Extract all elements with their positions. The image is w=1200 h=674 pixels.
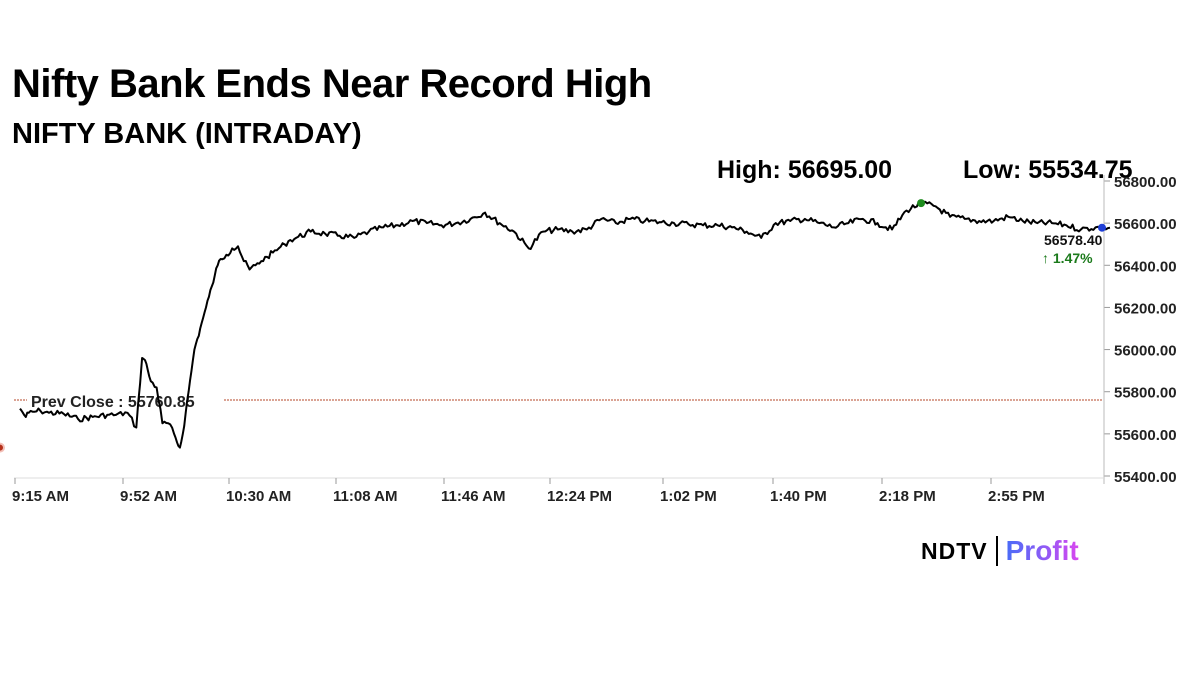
x-tick-label: 9:15 AM — [12, 488, 69, 505]
headline: Nifty Bank Ends Near Record High — [12, 62, 652, 106]
high-point-marker — [917, 199, 926, 208]
day-high-label: High: 56695.00 — [717, 156, 893, 184]
chart-subtitle: NIFTY BANK (INTRADAY) — [12, 118, 362, 150]
logo-divider — [995, 536, 998, 566]
y-tick-label: 55600.00 — [1114, 427, 1177, 444]
y-axis: 55400.00 55600.00 55800.00 56000.00 56200.00… — [1103, 174, 1177, 486]
y-tick-label: 56000.00 — [1114, 343, 1177, 360]
last-price-label: 56578.40 — [1044, 232, 1103, 248]
y-tick-label: 56400.00 — [1114, 258, 1177, 275]
x-tick-label: 10:30 AM — [226, 488, 291, 505]
x-tick-label: 2:18 PM — [879, 488, 936, 505]
y-tick-label: 55800.00 — [1114, 385, 1177, 402]
y-tick-label: 56200.00 — [1114, 300, 1177, 317]
x-tick-label: 1:02 PM — [660, 488, 717, 505]
prev-close-label: Prev Close : 55760.85 — [31, 394, 195, 411]
y-tick-label: 56800.00 — [1114, 174, 1177, 191]
x-tick-label: 2:55 PM — [988, 488, 1045, 505]
low-point-marker — [0, 442, 5, 453]
change-percent-label: ↑ 1.47% — [1042, 250, 1093, 266]
logo-ndtv-text: NDTV — [921, 537, 988, 564]
prev-close-label-bg — [27, 389, 224, 411]
x-tick-label: 11:46 AM — [441, 488, 505, 505]
y-tick-label: 56600.00 — [1114, 216, 1177, 233]
x-tick-label: 12:24 PM — [547, 488, 612, 505]
x-axis: 9:15 AM 9:52 AM 10:30 AM 11:08 AM 11:46 AM 12… — [12, 477, 1104, 505]
x-tick-label: 1:40 PM — [770, 488, 827, 505]
x-tick-label: 11:08 AM — [333, 488, 397, 505]
logo-profit-text: Profit — [1005, 535, 1079, 566]
last-price-marker — [1098, 223, 1106, 232]
y-tick-label: 55400.00 — [1114, 469, 1177, 486]
ndtv-profit-logo: NDTV Profit — [921, 533, 1079, 569]
x-tick-label: 9:52 AM — [120, 488, 177, 505]
